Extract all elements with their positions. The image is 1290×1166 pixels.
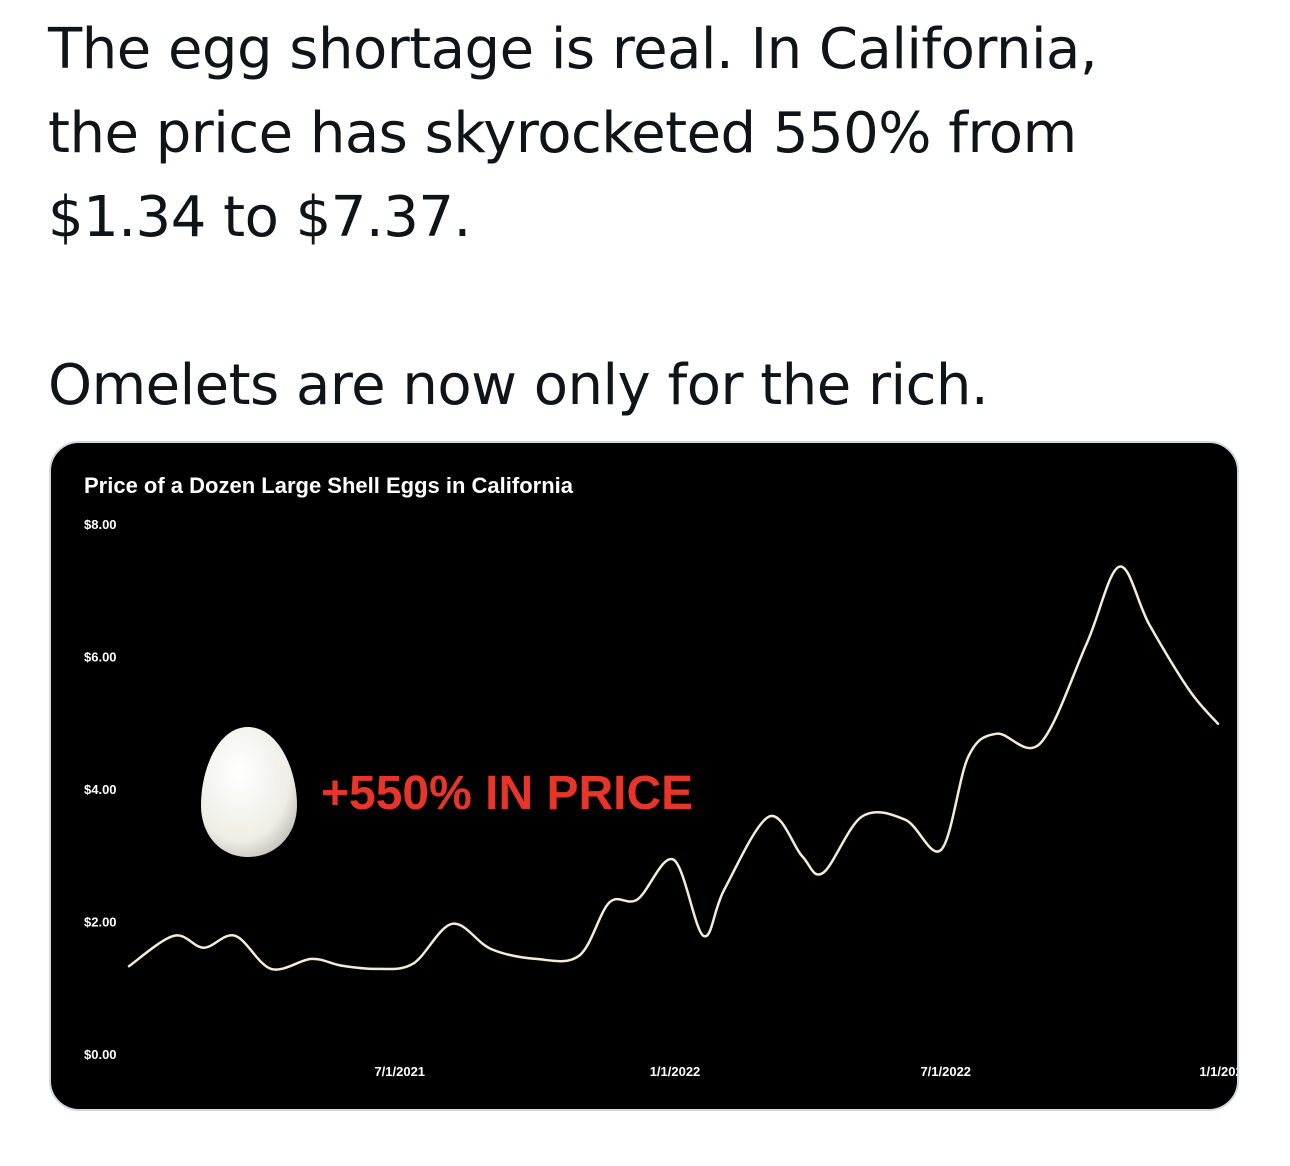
y-axis-ticks: $0.00 $2.00 $4.00 $6.00 $8.00	[84, 517, 117, 1062]
chart-title: Price of a Dozen Large Shell Eggs in Cal…	[84, 473, 574, 498]
y-tick-label: $0.00	[84, 1047, 117, 1062]
tweet-line: Omelets are now only for the rich.	[48, 353, 989, 418]
y-tick-label: $2.00	[84, 915, 117, 930]
tweet-line: $1.34 to $7.37.	[48, 185, 471, 250]
x-tick-label: 1/1/202	[1199, 1064, 1239, 1079]
x-axis-ticks: 7/1/2021 1/1/2022 7/1/2022 1/1/202	[374, 1064, 1239, 1079]
tweet-line: the price has skyrocketed 550% from	[48, 101, 1077, 166]
price-increase-annotation: +550% IN PRICE	[321, 767, 693, 820]
egg-price-chart: Price of a Dozen Large Shell Eggs in Cal…	[84, 473, 1239, 1079]
y-tick-label: $6.00	[84, 650, 117, 665]
tweet-media-image[interactable]: Price of a Dozen Large Shell Eggs in Cal…	[49, 441, 1239, 1111]
egg-price-line	[127, 565, 1220, 971]
y-tick-label: $4.00	[84, 782, 117, 797]
tweet-text: The egg shortage is real. In California,…	[48, 8, 1248, 428]
y-tick-label: $8.00	[84, 517, 117, 532]
egg-icon	[201, 727, 297, 857]
tweet-line: The egg shortage is real. In California,	[48, 17, 1098, 82]
x-tick-label: 1/1/2022	[650, 1064, 701, 1079]
x-tick-label: 7/1/2021	[374, 1064, 425, 1079]
x-tick-label: 7/1/2022	[920, 1064, 971, 1079]
